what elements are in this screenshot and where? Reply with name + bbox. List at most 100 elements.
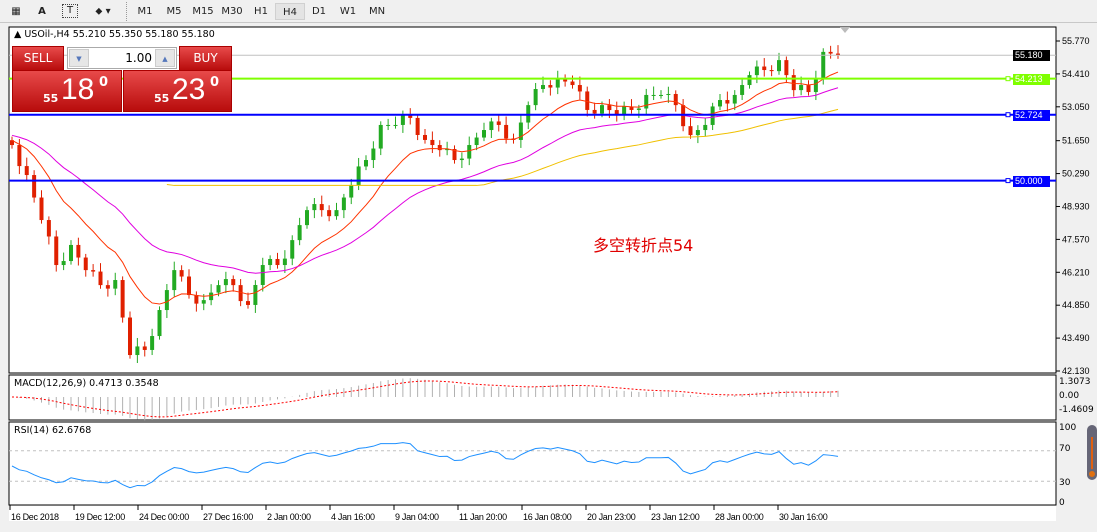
candle-body: [327, 210, 332, 217]
candle-body: [548, 85, 553, 88]
timeframe-m15[interactable]: M15: [192, 6, 214, 17]
candle-body: [69, 244, 73, 262]
price-tick-label: 44.850: [1062, 300, 1090, 310]
line-handle: [1005, 178, 1011, 184]
candle-body: [600, 105, 604, 114]
shapes-icon[interactable]: ⬥ ▾: [95, 6, 111, 17]
candle-body: [644, 94, 649, 109]
timeframe-mn[interactable]: MN: [368, 6, 386, 17]
buy-price-pip: 0: [210, 75, 220, 90]
candle-body: [105, 285, 110, 289]
indicator-tick-label: 100: [1059, 423, 1077, 433]
candle-body: [98, 271, 103, 286]
collapse-icon[interactable]: ▲: [14, 29, 22, 40]
volume-increase-button[interactable]: ▲: [155, 49, 175, 67]
candle-body: [828, 51, 833, 54]
candle-body: [489, 121, 494, 131]
candle-body: [423, 134, 427, 140]
buy-button[interactable]: BUY: [179, 46, 232, 71]
candle-body: [452, 149, 457, 161]
time-tick-label: 9 Jan 04:00: [395, 512, 439, 522]
candle-body: [445, 149, 450, 151]
candle-body: [201, 300, 206, 304]
chart-annotation[interactable]: 多空转折点54: [593, 236, 694, 255]
volume-stepper[interactable]: ▼ 1.00 ▲: [67, 47, 177, 69]
time-tick-label: 19 Dec 12:00: [75, 512, 125, 522]
candle-body: [629, 106, 634, 110]
candle-body: [164, 290, 169, 311]
price-line-label: 55.180: [1013, 50, 1050, 62]
candle-body: [341, 197, 346, 211]
candle-body: [747, 75, 752, 86]
price-tick-label: 48.930: [1062, 201, 1090, 211]
timeframe-h4[interactable]: H4: [275, 3, 305, 20]
timeframe-m30[interactable]: M30: [221, 6, 243, 17]
indicator-tick-label: 70: [1059, 444, 1071, 454]
ma-fast-line: [11, 71, 839, 305]
time-tick-label: 24 Dec 00:00: [139, 512, 189, 522]
candle-body: [636, 108, 641, 110]
chart-title: ▲ USOil-,H4 55.210 55.350 55.180 55.180: [14, 29, 215, 40]
candle-body: [194, 295, 199, 304]
candle-body: [91, 270, 96, 272]
candle-body: [518, 122, 523, 140]
candle-body: [703, 124, 708, 131]
candle-body: [260, 265, 265, 285]
price-line-label: 52.724: [1013, 109, 1050, 121]
candle-body: [61, 261, 66, 266]
candle-body: [386, 124, 391, 126]
candle-body: [784, 60, 789, 76]
buy-label: BUY: [193, 51, 218, 65]
candle-body: [305, 210, 309, 226]
text-icon[interactable]: A: [38, 6, 46, 17]
sell-price[interactable]: 55 18 0: [12, 70, 122, 112]
sell-button[interactable]: SELL: [12, 46, 64, 71]
toolbar: ▦ A T ⬥ ▾ M1 M5 M15 M30 H1 H4 D1 W1 MN: [0, 0, 1097, 23]
buy-price[interactable]: 55 23 0: [123, 70, 232, 112]
candle-body: [651, 94, 656, 96]
grid-icon[interactable]: ▦: [11, 6, 21, 17]
volume-input[interactable]: 1.00: [125, 51, 152, 65]
candle-body: [356, 166, 361, 185]
candle-body: [740, 85, 745, 95]
candle-body: [622, 106, 627, 116]
candle-body: [246, 301, 250, 305]
timeframe-w1[interactable]: W1: [339, 6, 357, 17]
candle-body: [157, 310, 162, 337]
candle-body: [732, 94, 737, 104]
timeframe-m5[interactable]: M5: [166, 6, 182, 17]
candle-body: [393, 124, 398, 126]
candle-body: [555, 78, 560, 88]
candle-body: [666, 93, 671, 95]
candle-body: [39, 197, 44, 221]
candle-body: [209, 292, 214, 301]
candle-body: [231, 279, 236, 286]
time-tick-label: 20 Jan 23:00: [587, 512, 636, 522]
indicator-tick-label: 30: [1059, 478, 1071, 488]
candle-body: [268, 258, 273, 266]
volume-decrease-button[interactable]: ▼: [69, 49, 89, 67]
timeframe-h1[interactable]: H1: [254, 6, 268, 17]
timeframe-d1[interactable]: D1: [311, 6, 327, 17]
time-tick-label: 11 Jan 20:00: [459, 512, 507, 522]
candle-body: [32, 175, 37, 198]
rsi-line: [11, 442, 839, 489]
candle-body: [113, 280, 118, 289]
thermometer-icon: [1087, 425, 1097, 480]
text-label-icon[interactable]: T: [62, 4, 78, 18]
candle-body: [769, 70, 774, 72]
candle-body: [607, 105, 612, 111]
candle-body: [467, 145, 472, 159]
buy-price-prefix: 55: [154, 92, 170, 105]
candle-body: [10, 140, 14, 146]
candle-body: [83, 257, 88, 271]
indicator-tick-label: 1.3073: [1059, 377, 1091, 387]
candle-body: [17, 145, 22, 167]
price-tick-label: 55.770: [1062, 36, 1090, 46]
candle-body: [378, 124, 383, 149]
timeframe-m1[interactable]: M1: [137, 6, 153, 17]
indicator-tick-label: 0: [1059, 498, 1065, 508]
candle-body: [408, 115, 413, 118]
candle-body: [76, 244, 81, 258]
candle-body: [275, 258, 280, 266]
